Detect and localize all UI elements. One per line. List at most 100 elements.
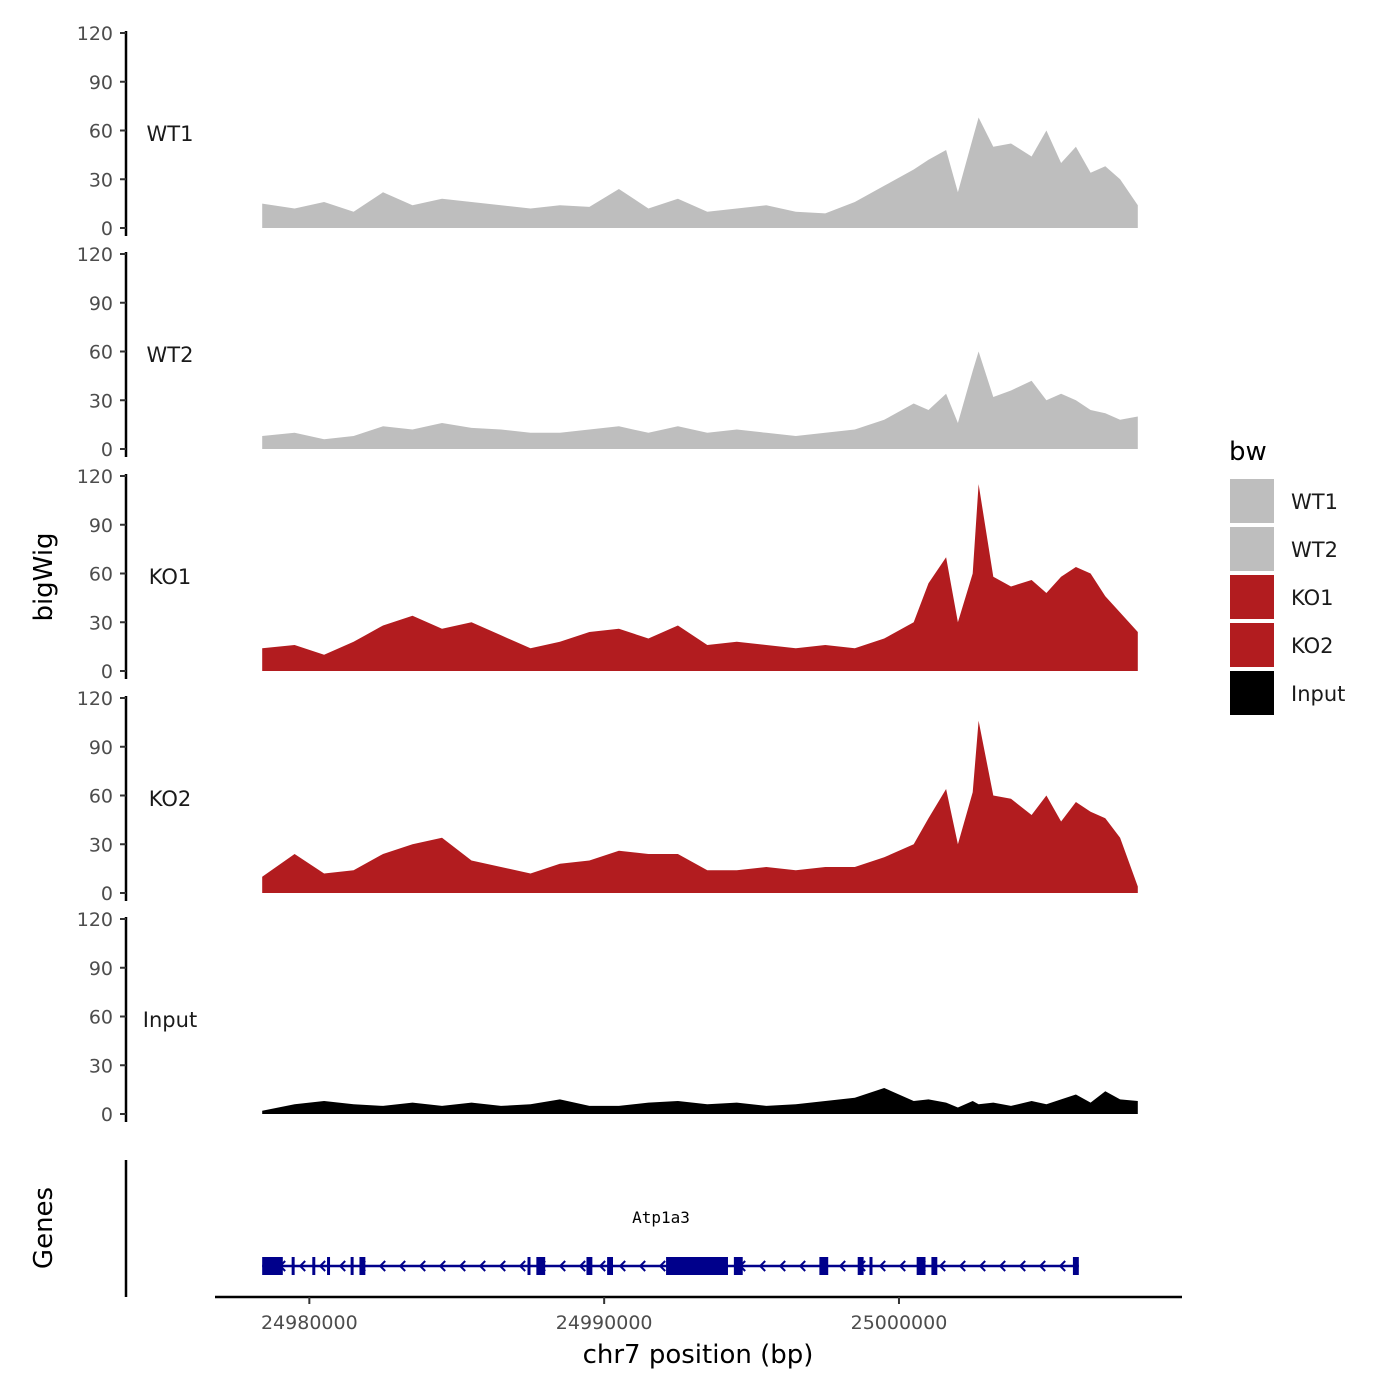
gene-strand-chevron [378, 1260, 386, 1272]
gene-strand-chevron [438, 1260, 446, 1272]
gene-exon-2 [291, 1257, 295, 1275]
y-tick-label-wt2-120: 120 [77, 244, 113, 266]
gene-strand-chevron [878, 1260, 886, 1272]
y-tick-label-wt2-0: 0 [101, 439, 113, 461]
gene-exon-11 [666, 1257, 728, 1275]
gene-strand-chevron [998, 1260, 1006, 1272]
gene-strand-chevron [898, 1260, 906, 1272]
gene-exon-13 [819, 1257, 829, 1275]
track-label-ko2: KO2 [149, 787, 192, 811]
gene-strand-chevron [1058, 1260, 1066, 1272]
gene-strand-chevron [598, 1260, 606, 1272]
legend-swatch-ko1 [1230, 575, 1274, 619]
legend-title: bw [1229, 437, 1267, 467]
gene-strand-chevron [398, 1260, 406, 1272]
gene-strand-chevron [778, 1260, 786, 1272]
y-tick-label-ko1-30: 30 [89, 612, 113, 634]
legend-swatch-wt2 [1230, 527, 1274, 571]
legend-swatch-wt1 [1230, 479, 1274, 523]
area-wt1 [262, 117, 1138, 228]
y-tick-label-ko1-60: 60 [89, 564, 113, 586]
gene-strand-chevron [318, 1260, 326, 1272]
gene-exon-12 [733, 1257, 743, 1275]
area-ko1 [262, 484, 1138, 671]
y-tick-label-input-30: 30 [89, 1055, 113, 1077]
track-label-wt1: WT1 [147, 122, 194, 146]
y-tick-label-input-0: 0 [101, 1104, 113, 1126]
y-tick-label-ko2-30: 30 [89, 834, 113, 856]
x-tick-label-25000000: 25000000 [851, 1312, 948, 1334]
y-tick-label-ko1-90: 90 [89, 515, 113, 537]
y-tick-label-ko2-60: 60 [89, 786, 113, 808]
gene-strand-chevron [1038, 1260, 1046, 1272]
gene-strand-chevron [1018, 1260, 1026, 1272]
gene-strand-chevron [838, 1260, 846, 1272]
y-tick-label-wt1-120: 120 [77, 23, 113, 45]
legend-swatch-input [1230, 671, 1274, 715]
gene-strand-chevron [498, 1260, 506, 1272]
legend-label-ko2: KO2 [1291, 634, 1334, 658]
x-tick-label-24990000: 24990000 [556, 1312, 653, 1334]
gene-exon-16 [916, 1257, 926, 1275]
gene-exon-8 [536, 1257, 546, 1275]
legend-swatch-ko2 [1230, 623, 1274, 667]
gene-strand-chevron [658, 1260, 666, 1272]
track-label-wt2: WT2 [147, 343, 194, 367]
legend-label-wt1: WT1 [1291, 490, 1338, 514]
y-tick-label-wt1-30: 30 [89, 169, 113, 191]
gene-exon-10 [607, 1257, 614, 1275]
y-tick-label-ko1-120: 120 [77, 466, 113, 488]
y-tick-label-wt1-90: 90 [89, 72, 113, 94]
y-tick-label-wt2-30: 30 [89, 390, 113, 412]
y-tick-label-wt1-60: 60 [89, 121, 113, 143]
y-tick-label-input-120: 120 [77, 909, 113, 931]
y-tick-label-wt1-0: 0 [101, 218, 113, 240]
gene-strand-chevron [418, 1260, 426, 1272]
gene-exon-3 [312, 1257, 316, 1275]
gene-strand-chevron [478, 1260, 486, 1272]
y-tick-label-ko2-0: 0 [101, 883, 113, 905]
gene-strand-chevron [638, 1260, 646, 1272]
gene-strand-chevron [338, 1260, 346, 1272]
legend-label-ko1: KO1 [1291, 586, 1334, 610]
gene-exon-17 [931, 1257, 938, 1275]
gene-exon-18 [1072, 1257, 1079, 1275]
gene-exon-14 [857, 1257, 864, 1275]
gene-strand-chevron [978, 1260, 986, 1272]
y-tick-label-wt2-60: 60 [89, 342, 113, 364]
x-axis-title: chr7 position (bp) [583, 1340, 814, 1370]
gene-strand-chevron [618, 1260, 626, 1272]
gene-exon-6 [359, 1257, 366, 1275]
y-tick-label-input-60: 60 [89, 1007, 113, 1029]
gene-exon-15 [869, 1257, 873, 1275]
gene-strand-chevron [458, 1260, 466, 1272]
genes-track-title: Genes [29, 1187, 59, 1269]
y-tick-label-ko2-90: 90 [89, 737, 113, 759]
y-axis-title: bigWig [29, 532, 59, 621]
y-tick-label-input-90: 90 [89, 958, 113, 980]
gene-strand-chevron [518, 1260, 526, 1272]
gene-exon-9 [586, 1257, 593, 1275]
legend-label-input: Input [1291, 682, 1345, 706]
gene-exon-1 [262, 1257, 283, 1275]
gene-exon-5 [350, 1257, 354, 1275]
gene-exon-4 [327, 1257, 331, 1275]
gene-strand-chevron [958, 1260, 966, 1272]
y-tick-label-ko1-0: 0 [101, 661, 113, 683]
gene-strand-chevron [578, 1260, 586, 1272]
gene-exon-7 [527, 1257, 531, 1275]
area-input [262, 1088, 1138, 1114]
y-tick-label-wt2-90: 90 [89, 293, 113, 315]
gene-strand-chevron [938, 1260, 946, 1272]
gene-strand-chevron [298, 1260, 306, 1272]
area-wt2 [262, 351, 1138, 449]
area-ko2 [262, 720, 1138, 893]
legend-label-wt2: WT2 [1291, 538, 1338, 562]
gene-label-atp1a3: Atp1a3 [632, 1208, 690, 1227]
y-tick-label-ko2-120: 120 [77, 688, 113, 710]
x-tick-label-24980000: 24980000 [261, 1312, 358, 1334]
track-label-input: Input [143, 1008, 197, 1032]
gene-strand-chevron [758, 1260, 766, 1272]
gene-strand-chevron [558, 1260, 566, 1272]
